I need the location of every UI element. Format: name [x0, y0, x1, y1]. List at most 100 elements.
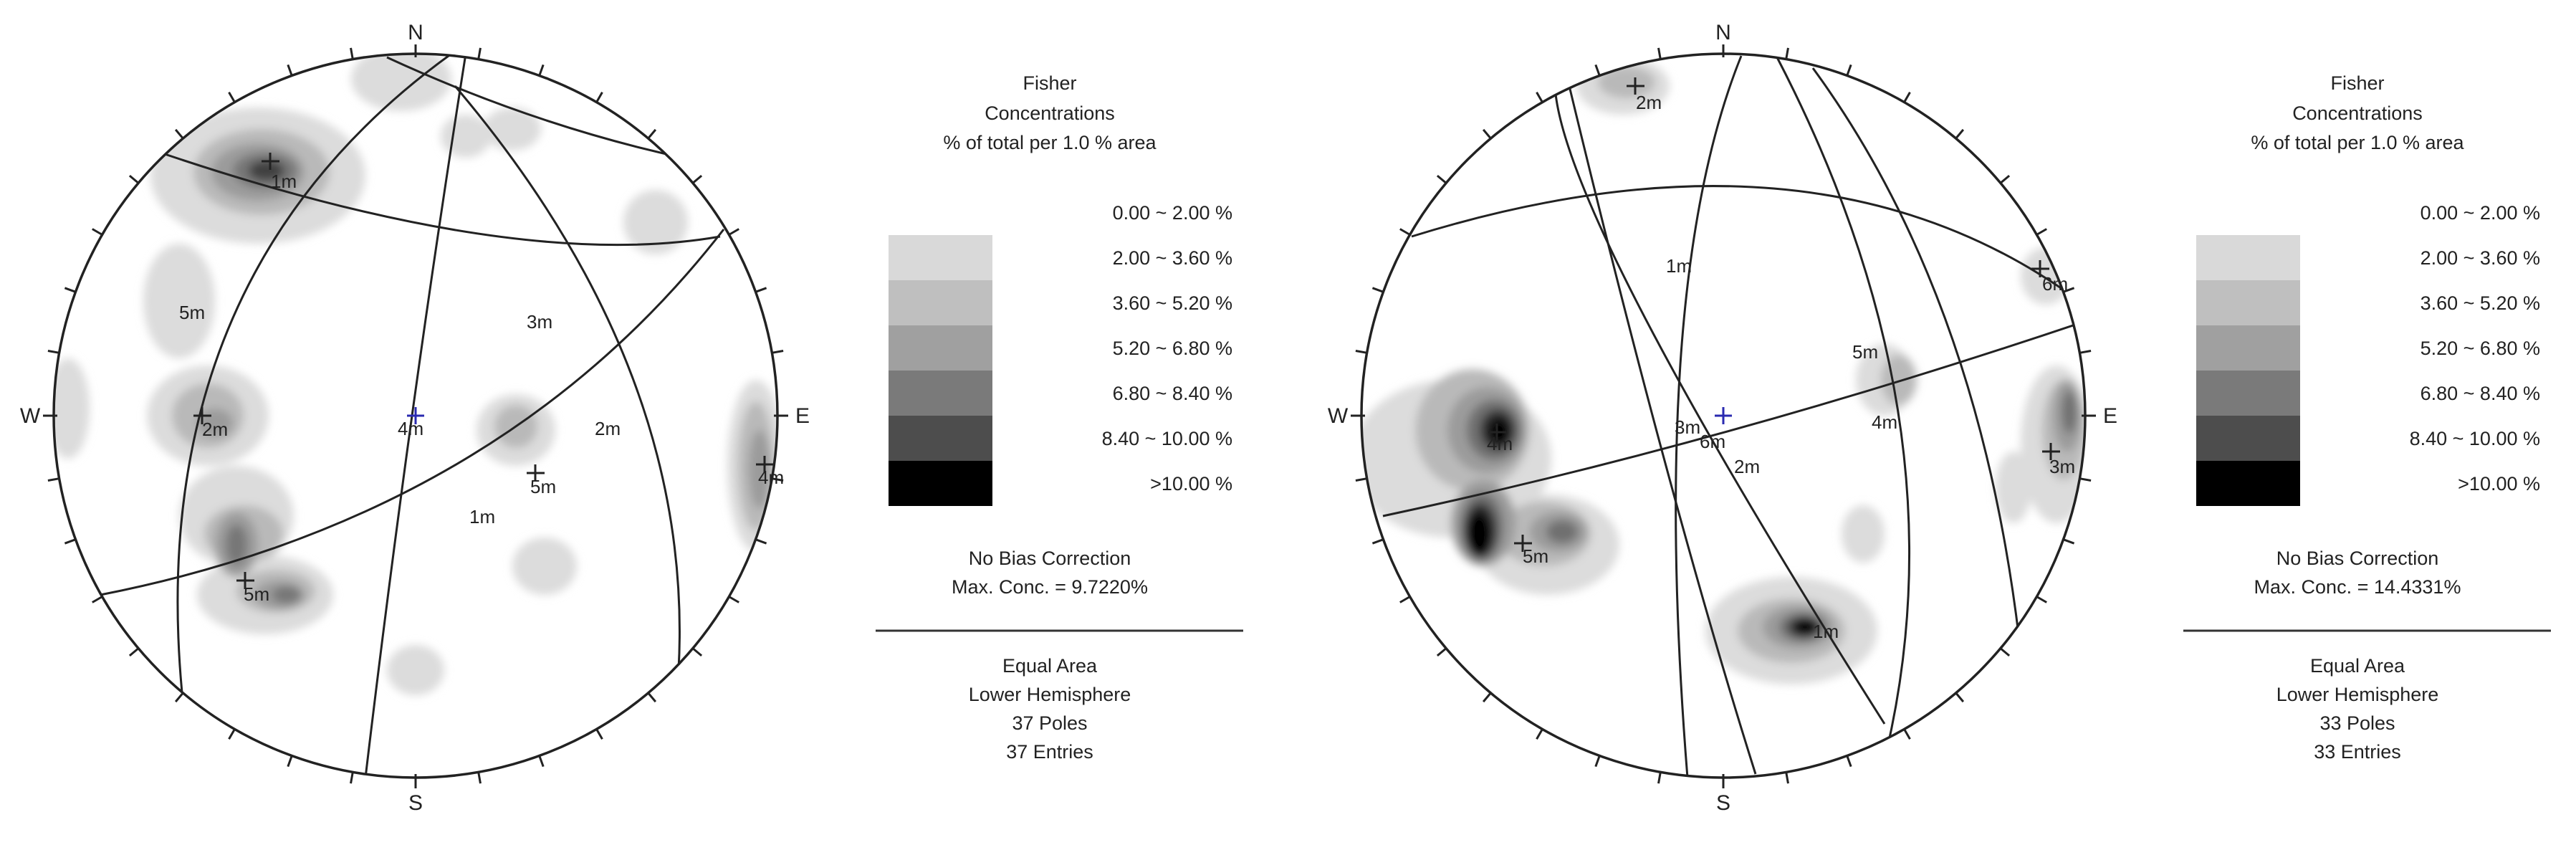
perimeter-tick — [2036, 228, 2047, 236]
perimeter-tick — [1536, 728, 1543, 740]
perimeter-tick — [1482, 692, 1492, 703]
perimeter-tick — [1955, 692, 1965, 703]
legend-projection: Equal Area — [2310, 655, 2405, 677]
legend-poles: 33 Poles — [2319, 712, 2395, 734]
legend-entries: 37 Entries — [1006, 741, 1093, 763]
legend-title-line: Concentrations — [985, 102, 1115, 124]
perimeter-tick — [1355, 477, 1367, 482]
legend-swatch — [889, 325, 992, 371]
pole-label: 2m — [595, 418, 621, 439]
perimeter-tick — [1399, 596, 1411, 603]
legend-range: 8.40 ~ 10.00 % — [2410, 428, 2540, 449]
great-circles-right — [1382, 55, 2085, 778]
perimeter-tick — [1955, 128, 1965, 140]
legend-right: Fisher Concentrations % of total per 1.0… — [2183, 72, 2551, 763]
legend-swatch — [2196, 416, 2300, 461]
pole-label: 6m — [2042, 273, 2068, 295]
legend-projection: Equal Area — [1002, 655, 1098, 677]
pole-label: 5m — [1523, 545, 1548, 567]
perimeter-tick — [1482, 128, 1492, 140]
perimeter-tick — [1999, 647, 2011, 657]
pole-label: 3m — [2049, 456, 2075, 477]
perimeter-tick — [174, 692, 184, 703]
tick-marks-left — [47, 47, 784, 784]
perimeter-tick — [772, 477, 784, 482]
center-mark-left — [407, 407, 424, 424]
legend-range: 2.00 ~ 3.60 % — [1113, 247, 1232, 269]
perimeter-tick — [1657, 47, 1662, 59]
perimeter-tick — [477, 772, 482, 784]
legend-bias: No Bias Correction — [969, 548, 1131, 569]
perimeter-tick — [1594, 755, 1601, 768]
perimeter-tick — [1903, 92, 1911, 103]
legend-range: 3.60 ~ 5.20 % — [1113, 292, 1232, 314]
pole-label: 1m — [469, 506, 495, 527]
perimeter-tick — [350, 772, 354, 784]
compass-w-left: W — [20, 404, 41, 428]
legend-hemisphere: Lower Hemisphere — [2276, 684, 2439, 705]
perimeter-tick — [128, 647, 140, 657]
perimeter-tick — [1371, 538, 1384, 545]
legend-max-conc: Max. Conc. = 14.4331% — [2254, 576, 2461, 598]
legend-hemisphere: Lower Hemisphere — [969, 684, 1131, 705]
legend-swatch — [2196, 325, 2300, 371]
perimeter-tick — [595, 92, 603, 103]
pole-label: 1m — [1666, 255, 1692, 277]
perimeter-tick — [1536, 92, 1543, 103]
perimeter-tick — [647, 692, 657, 703]
perimeter-tick — [1355, 350, 1367, 354]
legend-swatch — [889, 461, 992, 506]
legend-swatch — [2196, 461, 2300, 506]
legend-range: >10.00 % — [1150, 473, 1232, 495]
legend-range: 6.80 ~ 8.40 % — [2421, 383, 2540, 404]
legend-title-line: % of total per 1.0 % area — [943, 132, 1157, 153]
perimeter-tick — [2036, 596, 2047, 603]
perimeter-tick — [1657, 772, 1662, 784]
perimeter-tick — [174, 128, 184, 140]
legend-range: 3.60 ~ 5.20 % — [2421, 292, 2540, 314]
perimeter-tick — [1846, 64, 1852, 76]
perimeter-tick — [755, 287, 767, 293]
perimeter-tick — [128, 174, 140, 184]
legend-title-line: Fisher — [1023, 72, 1076, 94]
pole-label: 3m — [527, 311, 552, 333]
stereonet-right: N S W E 2m 1m 6m 5m 3m 6m 2m 4m 3m 4m 5m — [1328, 21, 2117, 815]
legend-range: 5.20 ~ 6.80 % — [1113, 338, 1232, 359]
legend-swatch — [889, 416, 992, 461]
pole-label: 1m — [271, 171, 297, 192]
legend-swatch — [2196, 235, 2300, 280]
legend-range: >10.00 % — [2458, 473, 2540, 495]
legend-range: 6.80 ~ 8.40 % — [1113, 383, 1232, 404]
perimeter-tick — [1785, 47, 1789, 59]
perimeter-tick — [2063, 287, 2075, 293]
center-mark-right — [1715, 407, 1732, 424]
perimeter-tick — [1999, 174, 2011, 184]
perimeter-tick — [2063, 538, 2075, 545]
legend-swatch — [2196, 280, 2300, 325]
legend-swatch — [889, 235, 992, 280]
pole-label: 1m — [1813, 621, 1839, 642]
legend-max-conc: Max. Conc. = 9.7220% — [952, 576, 1148, 598]
perimeter-tick — [1436, 174, 1447, 184]
perimeter-tick — [2079, 477, 2092, 482]
perimeter-tick — [350, 47, 354, 59]
pole-label: 6m — [1700, 431, 1725, 452]
perimeter-tick — [1903, 728, 1911, 740]
perimeter-tick — [477, 47, 482, 59]
compass-s-right: S — [1716, 791, 1730, 815]
perimeter-tick — [92, 596, 103, 603]
perimeter-tick — [47, 477, 59, 482]
compass-n-right: N — [1715, 21, 1731, 44]
pole-label: 5m — [179, 302, 205, 323]
perimeter-tick — [595, 728, 603, 740]
legend-range: 0.00 ~ 2.00 % — [1113, 202, 1232, 224]
legend-title-line: Concentrations — [2292, 102, 2423, 124]
pole-markers-right — [1488, 77, 2060, 552]
perimeter-tick — [64, 538, 76, 545]
pole-label: 5m — [1852, 341, 1878, 363]
perimeter-tick — [1399, 228, 1411, 236]
pole-label: 4m — [758, 467, 784, 488]
legend-left: Fisher Concentrations % of total per 1.0… — [876, 72, 1243, 763]
pole-markers-left — [193, 153, 774, 589]
